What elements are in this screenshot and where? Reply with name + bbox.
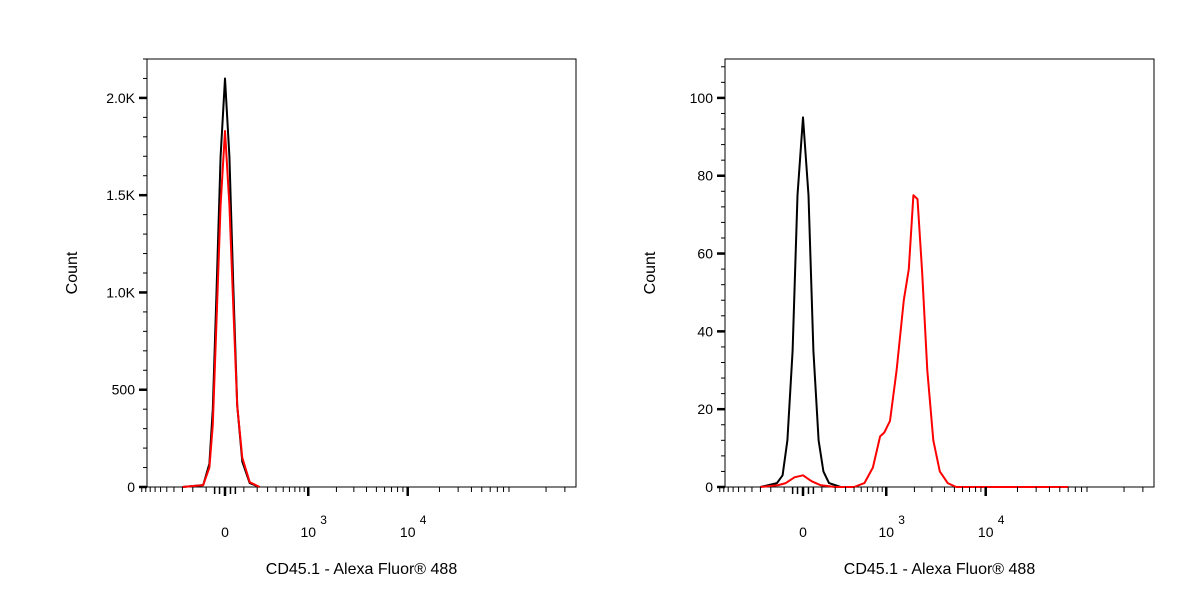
x-tick-label: 10	[978, 524, 994, 540]
y-tick-label: 1.5K	[106, 187, 135, 203]
x-tick-label: 10	[878, 524, 894, 540]
x-tick-label: 0	[799, 524, 807, 540]
x-axis-label: CD45.1 - Alexa Fluor® 488	[266, 561, 458, 578]
y-tick-label: 1.0K	[106, 284, 135, 300]
y-tick-label: 500	[112, 382, 136, 398]
y-tick-label: 40	[697, 323, 713, 339]
x-tick-exponent: 4	[998, 513, 1005, 527]
y-tick-label: 20	[697, 401, 713, 417]
series-line-1	[182, 130, 260, 488]
x-tick-exponent: 3	[320, 513, 327, 527]
y-tick-label: 60	[697, 246, 713, 262]
y-tick-label: 100	[690, 90, 714, 106]
y-tick-label: 80	[697, 168, 713, 184]
y-tick-label: 2.0K	[106, 90, 135, 106]
plot-frame	[724, 58, 1155, 488]
y-tick-label: 0	[705, 479, 713, 495]
series-line-0	[182, 77, 260, 488]
y-axis-label: Count	[642, 251, 659, 294]
x-tick-label: 0	[221, 524, 229, 540]
histogram-right: 0 20 40 60 80 100 0 10 3 10 4 CD45.1 - Alexa Fluor®…	[642, 58, 1155, 578]
histogram-left: 0 500 1.0K 1.5K 2.0K 0 10 3 10 4 CD45.1 - Alexa Fl…	[64, 58, 577, 578]
x-axis-label: CD45.1 - Alexa Fluor® 488	[844, 561, 1036, 578]
x-tick-label: 10	[400, 524, 416, 540]
y-tick-label: 0	[127, 479, 135, 495]
series-line-1	[760, 194, 1069, 488]
x-tick-exponent: 4	[420, 513, 427, 527]
x-tick-exponent: 3	[898, 513, 905, 527]
y-axis-label: Count	[64, 251, 81, 294]
x-tick-label: 10	[300, 524, 316, 540]
series-line-0	[760, 116, 842, 488]
